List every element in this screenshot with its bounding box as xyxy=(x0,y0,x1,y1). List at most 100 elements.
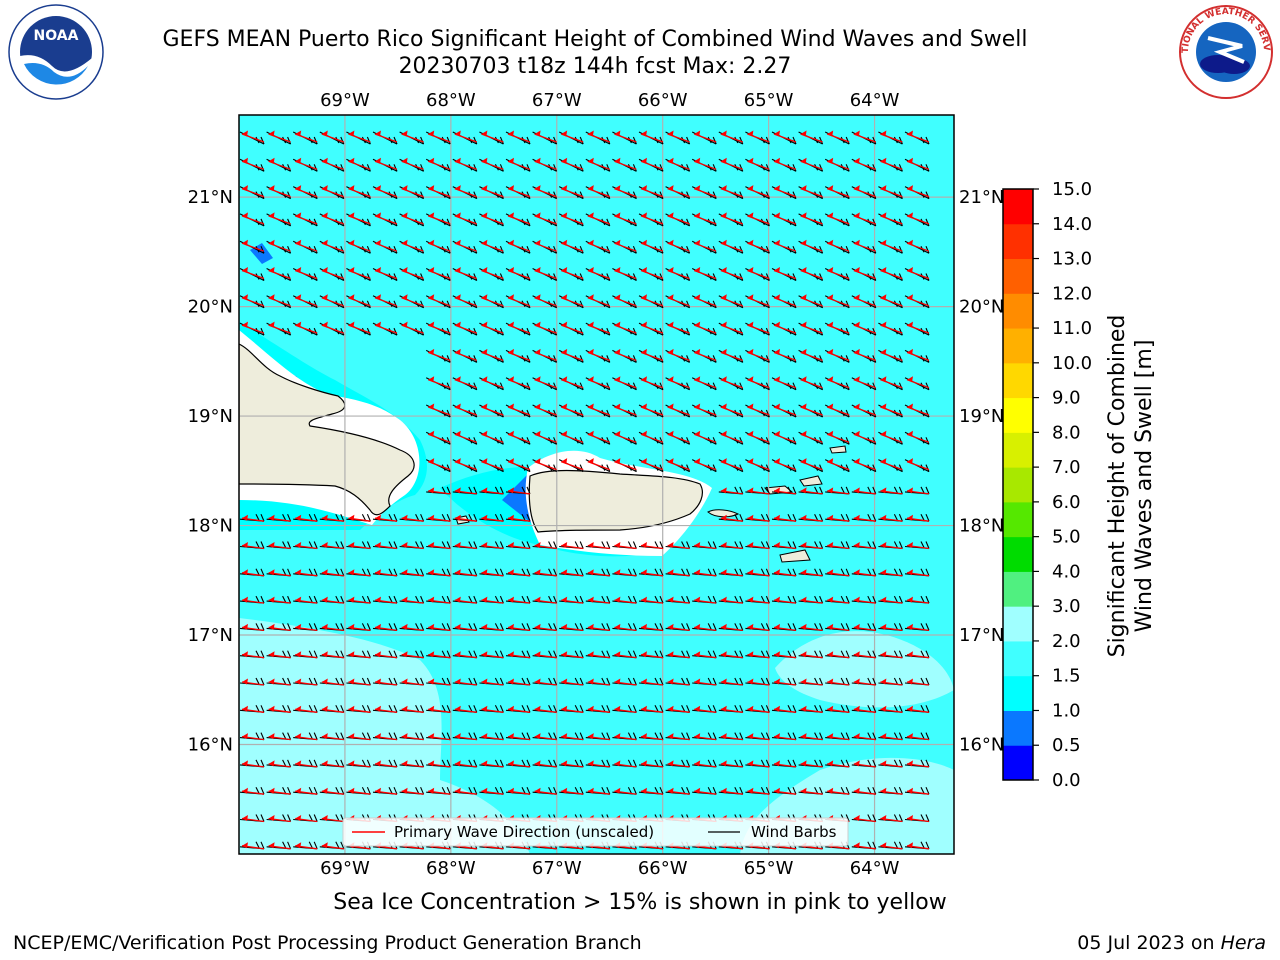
vector-glyph xyxy=(452,294,478,309)
vector-glyph xyxy=(372,705,398,713)
colorbar-tick-label: 14.0 xyxy=(1052,214,1092,235)
vector-glyph xyxy=(399,212,425,227)
vector-glyph xyxy=(824,348,850,363)
vector-glyph xyxy=(346,568,371,577)
colorbar-bin xyxy=(1003,258,1033,294)
colorbar-tick-label: 0.0 xyxy=(1052,770,1081,791)
vector-glyph xyxy=(425,321,451,336)
vector-glyph xyxy=(558,157,584,172)
colorbar-tick-label: 5.0 xyxy=(1052,527,1081,548)
vector-glyph xyxy=(372,759,398,768)
colorbar-bin xyxy=(1003,189,1033,225)
vector-glyph xyxy=(745,267,770,281)
vector-glyph xyxy=(372,130,398,145)
vector-glyph xyxy=(612,705,637,713)
vector-glyph xyxy=(399,267,425,281)
vector-glyph xyxy=(505,568,531,577)
vector-glyph xyxy=(851,541,877,550)
vector-glyph xyxy=(718,348,744,363)
vector-glyph xyxy=(904,348,930,363)
vector-glyph xyxy=(665,650,691,659)
vector-glyph xyxy=(798,786,824,795)
vector-glyph xyxy=(425,130,451,145)
vector-glyph xyxy=(399,513,425,522)
vector-glyph xyxy=(505,348,531,363)
vector-glyph xyxy=(505,486,531,495)
vector-glyph xyxy=(346,513,371,522)
vector-glyph xyxy=(904,705,930,713)
vector-glyph xyxy=(399,595,425,604)
vector-glyph xyxy=(292,321,318,336)
vector-glyph xyxy=(745,321,770,336)
vector-glyph xyxy=(851,759,877,768)
vector-glyph xyxy=(293,650,318,659)
lat-tick-label-left: 17°N xyxy=(188,625,233,646)
vector-glyph xyxy=(692,650,717,659)
vector-glyph xyxy=(452,732,478,741)
vector-glyph xyxy=(266,212,292,227)
vector-glyph xyxy=(904,623,930,632)
vector-glyph xyxy=(638,759,664,768)
colorbar-tick-label: 12.0 xyxy=(1052,283,1092,304)
vector-glyph xyxy=(904,759,930,768)
vector-glyph xyxy=(825,786,850,795)
vector-glyph xyxy=(425,185,451,200)
colorbar: 0.0 0.5 1.0 1.5 2.0 3.0 4.0 5.0 6.0 7.0 8.0 9.0 10.0… xyxy=(1002,179,1092,791)
vector-glyph xyxy=(585,403,611,418)
vector-glyph xyxy=(825,677,850,686)
vector-glyph xyxy=(585,458,611,473)
vector-glyph xyxy=(559,541,584,550)
vector-glyph xyxy=(878,513,903,522)
vector-glyph xyxy=(798,705,824,713)
vector-glyph xyxy=(638,430,664,445)
vector-glyph xyxy=(612,403,637,418)
vector-glyph xyxy=(293,623,318,632)
vector-glyph xyxy=(346,786,371,795)
vector-glyph xyxy=(745,568,770,577)
vector-glyph xyxy=(532,541,558,550)
vector-glyph xyxy=(479,541,504,550)
vector-glyph xyxy=(372,732,398,741)
colorbar-tick-label: 7.0 xyxy=(1052,457,1081,478)
colorbar-bin xyxy=(1003,536,1033,572)
vector-glyph xyxy=(426,541,451,550)
vector-glyph xyxy=(293,595,318,604)
vector-glyph xyxy=(638,239,664,254)
vector-glyph xyxy=(718,786,744,795)
vector-glyph xyxy=(798,595,824,604)
vector-glyph xyxy=(878,759,903,768)
vector-glyph xyxy=(532,157,558,172)
vector-glyph xyxy=(638,786,664,795)
vector-glyph xyxy=(559,759,584,768)
colorbar-tick-label: 1.5 xyxy=(1052,666,1081,687)
vector-glyph xyxy=(798,348,824,363)
vector-glyph xyxy=(638,541,664,550)
vector-glyph xyxy=(638,568,664,577)
vector-glyph xyxy=(532,677,558,686)
colorbar-bin xyxy=(1003,432,1033,468)
vector-glyph xyxy=(426,759,451,768)
vector-glyph xyxy=(558,403,584,418)
vector-glyph xyxy=(745,486,770,495)
vector-glyph xyxy=(718,677,744,686)
vector-glyph xyxy=(293,814,318,823)
vector-glyph xyxy=(665,403,691,418)
vector-glyph xyxy=(292,130,318,145)
vector-glyph xyxy=(319,212,345,227)
vector-glyph xyxy=(479,759,504,768)
vector-glyph xyxy=(479,705,504,713)
vector-glyph xyxy=(452,321,478,336)
vector-glyph xyxy=(266,239,292,254)
vector-glyph xyxy=(372,786,398,795)
vector-glyph xyxy=(372,239,398,254)
vector-glyph xyxy=(452,185,478,200)
vector-glyph xyxy=(558,458,584,473)
colorbar-frame xyxy=(1002,188,1034,781)
vector-glyph xyxy=(532,650,558,659)
vector-glyph xyxy=(638,623,664,632)
vector-glyph xyxy=(851,677,877,686)
vector-glyph xyxy=(825,568,850,577)
vector-glyph xyxy=(426,513,451,522)
vector-glyph xyxy=(266,841,292,850)
lat-tick-label-left: 19°N xyxy=(188,406,233,427)
